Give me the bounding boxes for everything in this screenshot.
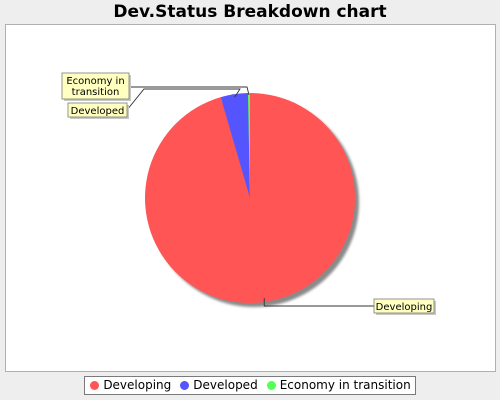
slice-label-box bbox=[61, 72, 130, 100]
slice-label-text: Developed bbox=[71, 106, 125, 117]
leader-line-economy-in-transition bbox=[129, 86, 250, 96]
legend-swatch bbox=[90, 381, 100, 390]
slice-label-box bbox=[67, 102, 128, 118]
legend-label: Economy in transition bbox=[279, 378, 411, 392]
chart-title: Dev.Status Breakdown chart bbox=[113, 2, 387, 22]
legend-swatch bbox=[266, 381, 276, 390]
slice-label-economy-in-transition: Economy in transition bbox=[61, 72, 131, 101]
pie-slice-developing[interactable] bbox=[145, 93, 356, 303]
slice-label-developed: Developed bbox=[67, 102, 129, 119]
pie-slice-economy-in-transition[interactable] bbox=[248, 93, 250, 198]
legend-label: Developing bbox=[103, 378, 172, 392]
slice-label-box bbox=[373, 298, 435, 314]
legend-swatch bbox=[180, 381, 190, 390]
leader-line-developing bbox=[263, 297, 374, 307]
legend-item-developing[interactable]: Developing bbox=[87, 378, 171, 392]
slice-label-text: Economy in transition bbox=[66, 76, 124, 98]
legend-label: Developed bbox=[193, 378, 258, 392]
legend: Developing Developed Economy in transition bbox=[0, 376, 500, 395]
leader-line-developed bbox=[126, 88, 241, 111]
slice-label-developing: Developing bbox=[373, 298, 436, 315]
legend-box: Developing Developed Economy in transition bbox=[84, 376, 416, 395]
legend-item-economy-in-transition[interactable]: Economy in transition bbox=[264, 378, 411, 392]
legend-item-developed[interactable]: Developed bbox=[177, 378, 258, 392]
pie-slice-developed[interactable] bbox=[220, 93, 250, 198]
slice-label-text: Developing bbox=[376, 302, 433, 313]
